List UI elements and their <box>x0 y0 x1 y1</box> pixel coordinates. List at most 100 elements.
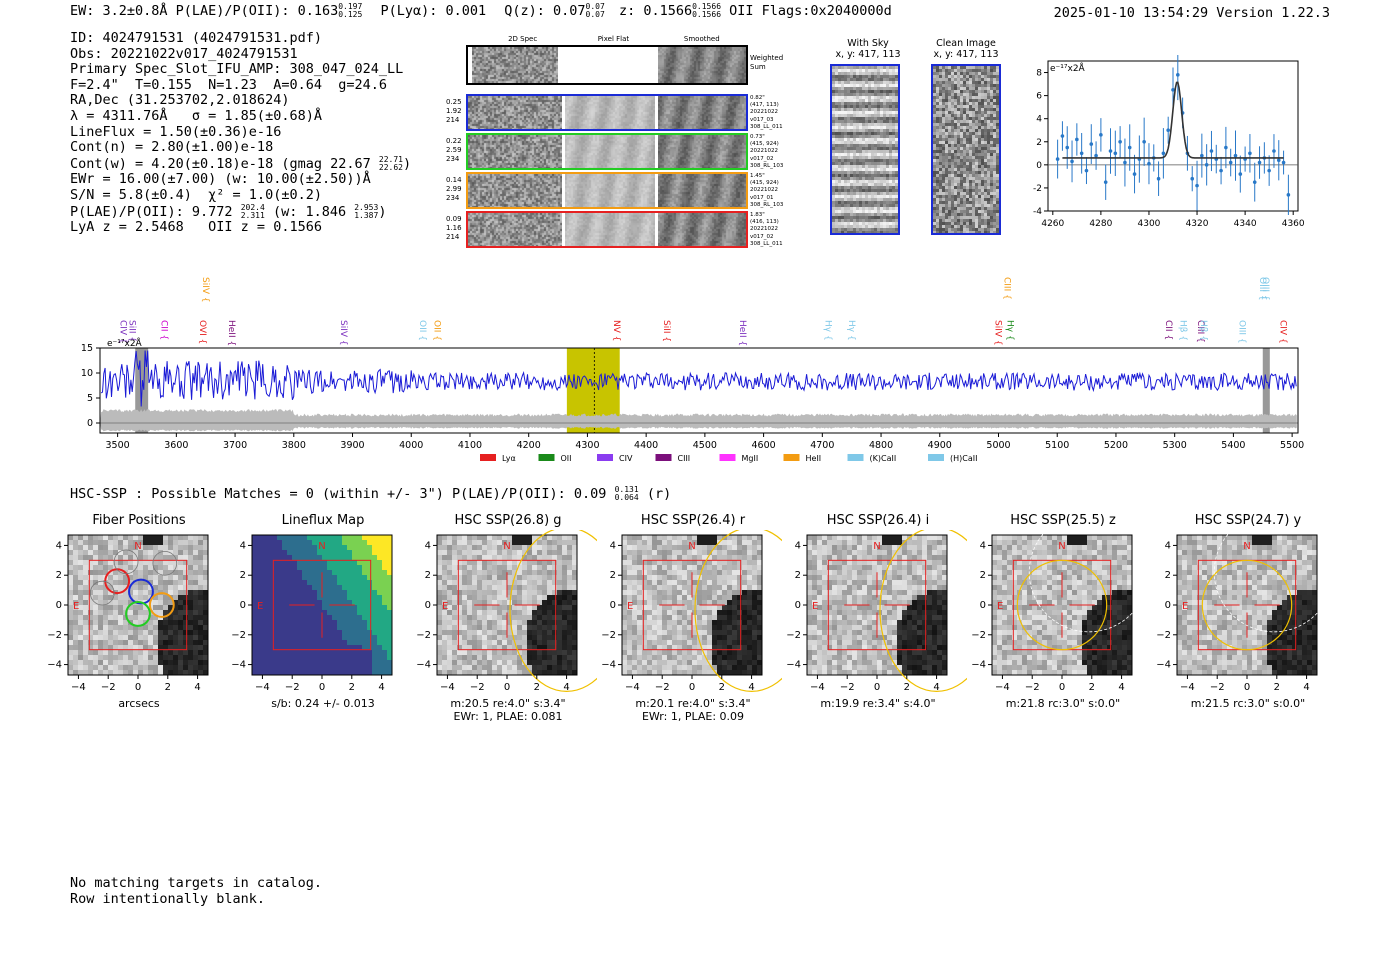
sky-pixel <box>856 144 859 147</box>
clean-pixel <box>945 102 948 105</box>
clean-pixel <box>936 207 939 210</box>
cutout-pixel <box>173 605 178 610</box>
clean-pixel <box>939 171 942 174</box>
sky-pixel <box>871 183 874 186</box>
sky-pixel <box>835 117 838 120</box>
cutout-pixel <box>178 605 183 610</box>
clean-pixel <box>945 198 948 201</box>
cutout-pixel <box>83 640 88 645</box>
spectrum-ytick-label: 15 <box>81 343 93 354</box>
cutout-pixel <box>183 570 188 575</box>
clean-pixel <box>966 69 969 72</box>
clean-pixel <box>954 126 957 129</box>
map-pixel <box>282 615 287 620</box>
cutout-pixel <box>487 560 492 565</box>
cutout-pixel <box>487 620 492 625</box>
cutout-pixel <box>183 610 188 615</box>
sky-pixel <box>853 126 856 129</box>
cutout-pixel <box>203 575 208 580</box>
cutout-pixel <box>532 570 537 575</box>
strip-note-line: 0.73" <box>750 134 765 140</box>
cutout-pixel <box>532 600 537 605</box>
clean-pixel <box>951 171 954 174</box>
clean-pixel <box>990 108 993 111</box>
map-pixel <box>272 580 277 585</box>
clean-pixel <box>975 183 978 186</box>
cutout-pixel <box>68 625 73 630</box>
clean-pixel <box>945 186 948 189</box>
map-pixel <box>312 625 317 630</box>
cutout-pixel <box>128 650 133 655</box>
sky-pixel <box>844 198 847 201</box>
map-pixel <box>352 640 357 645</box>
sky-pixel <box>856 96 859 99</box>
cutout-pixel <box>487 545 492 550</box>
cutout-pixel <box>183 615 188 620</box>
cutout-pixel <box>492 600 497 605</box>
sky-pixel <box>844 102 847 105</box>
clean-pixel <box>990 126 993 129</box>
sky-pixel <box>871 117 874 120</box>
clean-pixel <box>951 162 954 165</box>
sky-pixel <box>895 177 898 180</box>
map-pixel <box>342 615 347 620</box>
sky-pixel <box>850 75 853 78</box>
cutout-pixel <box>78 595 83 600</box>
map-pixel <box>272 575 277 580</box>
sky-pixel <box>874 225 877 228</box>
clean-pixel <box>963 84 966 87</box>
clean-pixel <box>951 192 954 195</box>
cutout-pixel <box>98 635 103 640</box>
cutout-pixel <box>183 630 188 635</box>
clean-pixel <box>978 204 981 207</box>
clean-pixel <box>969 138 972 141</box>
clean-pixel <box>957 213 960 216</box>
sky-pixel <box>886 201 889 204</box>
clean-pixel <box>984 204 987 207</box>
sky-pixel <box>844 153 847 156</box>
clean-pixel <box>996 174 999 177</box>
map-pixel <box>267 640 272 645</box>
zoom-ytick-label: 8 <box>1036 69 1042 79</box>
clean-pixel <box>996 141 999 144</box>
sky-pixel <box>841 120 844 123</box>
cutout-pixel <box>497 550 502 555</box>
clean-pixel <box>954 198 957 201</box>
strip-stat: 2.59 <box>446 146 462 154</box>
clean-pixel <box>936 216 939 219</box>
sky-pixel <box>856 153 859 156</box>
cutout-pixel <box>507 620 512 625</box>
map-pixel <box>352 610 357 615</box>
map-pixel <box>342 565 347 570</box>
cutout-pixel <box>133 570 138 575</box>
clean-pixel <box>984 111 987 114</box>
cutout-pixel <box>78 655 83 660</box>
sky-pixel <box>874 222 877 225</box>
sky-pixel <box>859 159 862 162</box>
sky-pixel <box>841 192 844 195</box>
clean-pixel <box>975 219 978 222</box>
clean-pixel <box>978 135 981 138</box>
clean-pixel <box>966 132 969 135</box>
map-pixel <box>372 600 377 605</box>
map-pixel <box>307 555 312 560</box>
cutout-pixel <box>118 625 123 630</box>
cutout-ytick-label: −2 <box>232 630 246 641</box>
strip-pixelflat <box>565 213 655 246</box>
cutout-pixel <box>452 595 457 600</box>
cutout-pixel <box>487 535 492 540</box>
clean-pixel <box>948 222 951 225</box>
sky-pixel <box>844 213 847 216</box>
clean-pixel <box>975 90 978 93</box>
sky-pixel <box>895 123 898 126</box>
strip-note-line: v017_02 <box>750 233 774 240</box>
cutout-pixel <box>118 545 123 550</box>
cutout-pixel <box>68 610 73 615</box>
clean-pixel <box>954 207 957 210</box>
cutout-pixel <box>103 540 108 545</box>
cutout-pixel <box>537 540 542 545</box>
sky-pixel <box>874 168 877 171</box>
sky-pixel <box>877 96 880 99</box>
clean-pixel <box>996 114 999 117</box>
clean-pixel <box>969 174 972 177</box>
